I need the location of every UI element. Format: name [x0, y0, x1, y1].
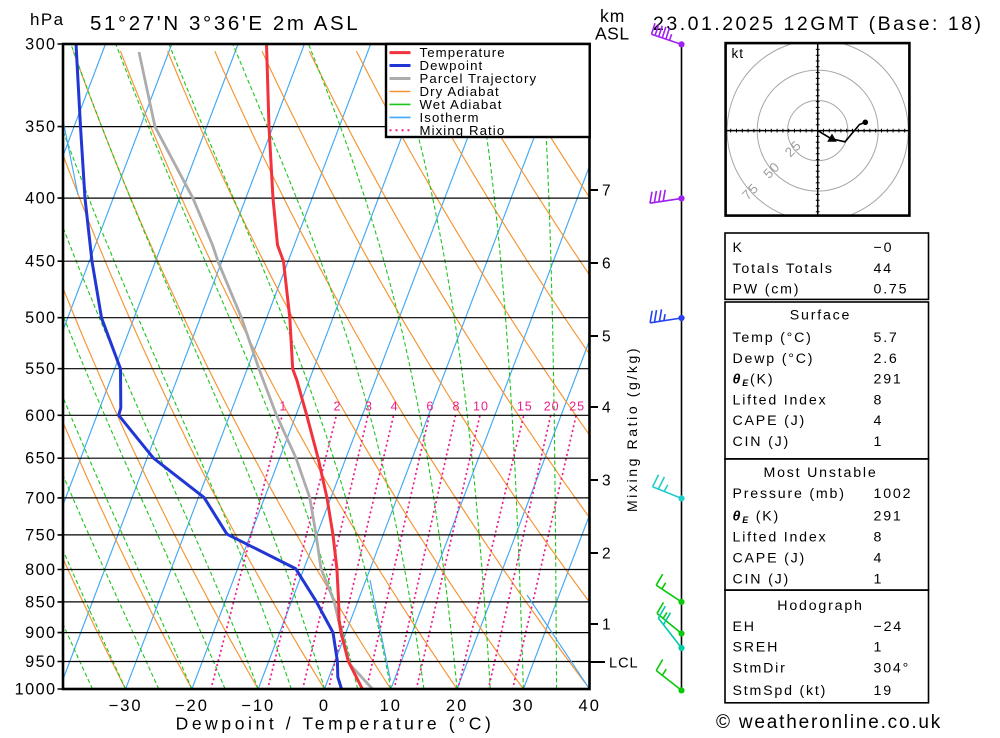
- svg-text:4: 4: [874, 413, 884, 429]
- svg-text:304°: 304°: [874, 661, 911, 677]
- svg-text:10: 10: [380, 697, 402, 715]
- svg-text:Surface: Surface: [790, 308, 852, 324]
- svg-text:6: 6: [602, 256, 611, 273]
- svg-text:400: 400: [25, 190, 56, 208]
- svg-text:−30: −30: [109, 697, 143, 715]
- svg-text:950: 950: [25, 653, 56, 671]
- svg-text:StmSpd (kt): StmSpd (kt): [733, 683, 828, 699]
- svg-text:K: K: [733, 240, 744, 256]
- svg-text:850: 850: [25, 593, 56, 611]
- svg-text:600: 600: [25, 407, 56, 425]
- svg-text:1: 1: [279, 400, 287, 414]
- svg-text:40: 40: [579, 697, 601, 715]
- svg-text:CAPE (J): CAPE (J): [733, 551, 807, 567]
- svg-text:20: 20: [544, 400, 560, 414]
- svg-text:−10: −10: [241, 697, 275, 715]
- svg-text:3: 3: [602, 473, 611, 490]
- svg-text:6: 6: [426, 400, 434, 414]
- svg-text:−0: −0: [874, 240, 894, 256]
- svg-text:4: 4: [391, 400, 399, 414]
- svg-text:1: 1: [874, 640, 884, 656]
- svg-text:5: 5: [602, 329, 611, 346]
- svg-text:Dewpoint: Dewpoint: [420, 58, 484, 73]
- svg-text:0: 0: [319, 697, 330, 715]
- svg-text:Dewp (°C): Dewp (°C): [733, 351, 815, 367]
- svg-text:PW (cm): PW (cm): [733, 282, 801, 298]
- svg-text:4: 4: [602, 400, 611, 417]
- svg-text:450: 450: [25, 253, 56, 271]
- svg-text:CIN (J): CIN (J): [733, 572, 791, 588]
- svg-text:550: 550: [25, 360, 56, 378]
- svg-text:51°27'N 3°36'E 2m ASL: 51°27'N 3°36'E 2m ASL: [90, 12, 360, 35]
- svg-text:LCL: LCL: [609, 656, 639, 672]
- svg-text:291: 291: [874, 509, 903, 525]
- svg-text:650: 650: [25, 450, 56, 468]
- svg-text:Lifted Index: Lifted Index: [733, 530, 828, 546]
- svg-text:Hodograph: Hodograph: [777, 598, 863, 614]
- svg-text:Totals Totals: Totals Totals: [733, 261, 834, 277]
- svg-text:700: 700: [25, 489, 56, 507]
- svg-text:750: 750: [25, 526, 56, 544]
- svg-text:900: 900: [25, 624, 56, 642]
- svg-text:Dry Adiabat: Dry Adiabat: [420, 84, 500, 99]
- svg-text:3: 3: [365, 400, 373, 414]
- svg-text:300: 300: [25, 36, 56, 54]
- svg-text:kt: kt: [732, 46, 745, 61]
- svg-text:25: 25: [569, 400, 585, 414]
- svg-text:350: 350: [25, 118, 56, 136]
- svg-text:10: 10: [473, 400, 489, 414]
- svg-text:SREH: SREH: [733, 640, 780, 656]
- svg-text:Isotherm: Isotherm: [420, 110, 480, 125]
- svg-text:Temp (°C): Temp (°C): [733, 330, 813, 346]
- svg-text:Pressure (mb): Pressure (mb): [733, 486, 846, 502]
- svg-text:Parcel Trajectory: Parcel Trajectory: [420, 71, 538, 86]
- svg-text:Mixing Ratio (g/kg): Mixing Ratio (g/kg): [624, 346, 640, 512]
- svg-text:−20: −20: [175, 697, 209, 715]
- svg-text:© weatheronline.co.uk: © weatheronline.co.uk: [716, 712, 942, 733]
- svg-text:291: 291: [874, 372, 903, 388]
- svg-text:1: 1: [874, 434, 884, 450]
- svg-text:1000: 1000: [15, 681, 57, 699]
- svg-text:15: 15: [517, 400, 533, 414]
- svg-text:8: 8: [874, 392, 884, 408]
- svg-text:2.6: 2.6: [874, 351, 899, 367]
- svg-text:Mixing Ratio: Mixing Ratio: [420, 123, 506, 138]
- svg-text:ASL: ASL: [595, 24, 630, 44]
- svg-text:StmDir: StmDir: [733, 661, 787, 677]
- svg-text:1: 1: [602, 617, 611, 634]
- svg-text:Lifted Index: Lifted Index: [733, 392, 828, 408]
- svg-text:4: 4: [874, 551, 884, 567]
- svg-text:23.01.2025 12GMT (Base: 18): 23.01.2025 12GMT (Base: 18): [653, 13, 984, 35]
- svg-text:θE(K): θE(K): [733, 372, 775, 389]
- svg-text:CAPE (J): CAPE (J): [733, 413, 807, 429]
- svg-text:1002: 1002: [874, 486, 913, 502]
- svg-text:8: 8: [453, 400, 461, 414]
- svg-text:hPa: hPa: [30, 10, 64, 29]
- svg-text:Dewpoint / Temperature (°C): Dewpoint / Temperature (°C): [176, 714, 495, 734]
- svg-text:km: km: [600, 6, 625, 26]
- svg-text:1: 1: [874, 572, 884, 588]
- svg-text:CIN (J): CIN (J): [733, 434, 791, 450]
- svg-text:800: 800: [25, 561, 56, 579]
- svg-text:8: 8: [874, 530, 884, 546]
- svg-text:44: 44: [874, 261, 893, 277]
- svg-text:Temperature: Temperature: [420, 45, 506, 60]
- svg-text:−24: −24: [874, 619, 903, 635]
- svg-text:20: 20: [446, 697, 468, 715]
- svg-text:0.75: 0.75: [874, 282, 909, 298]
- svg-text:Wet Adiabat: Wet Adiabat: [420, 97, 503, 112]
- svg-text:7: 7: [602, 183, 611, 200]
- svg-text:5.7: 5.7: [874, 330, 899, 346]
- svg-text:2: 2: [602, 546, 611, 563]
- svg-text:30: 30: [512, 697, 534, 715]
- svg-text:2: 2: [334, 400, 342, 414]
- svg-text:19: 19: [874, 683, 893, 699]
- svg-text:500: 500: [25, 309, 56, 327]
- svg-text:EH: EH: [733, 619, 756, 635]
- svg-text:Most Unstable: Most Unstable: [763, 465, 877, 481]
- svg-text:θE (K): θE (K): [733, 509, 781, 526]
